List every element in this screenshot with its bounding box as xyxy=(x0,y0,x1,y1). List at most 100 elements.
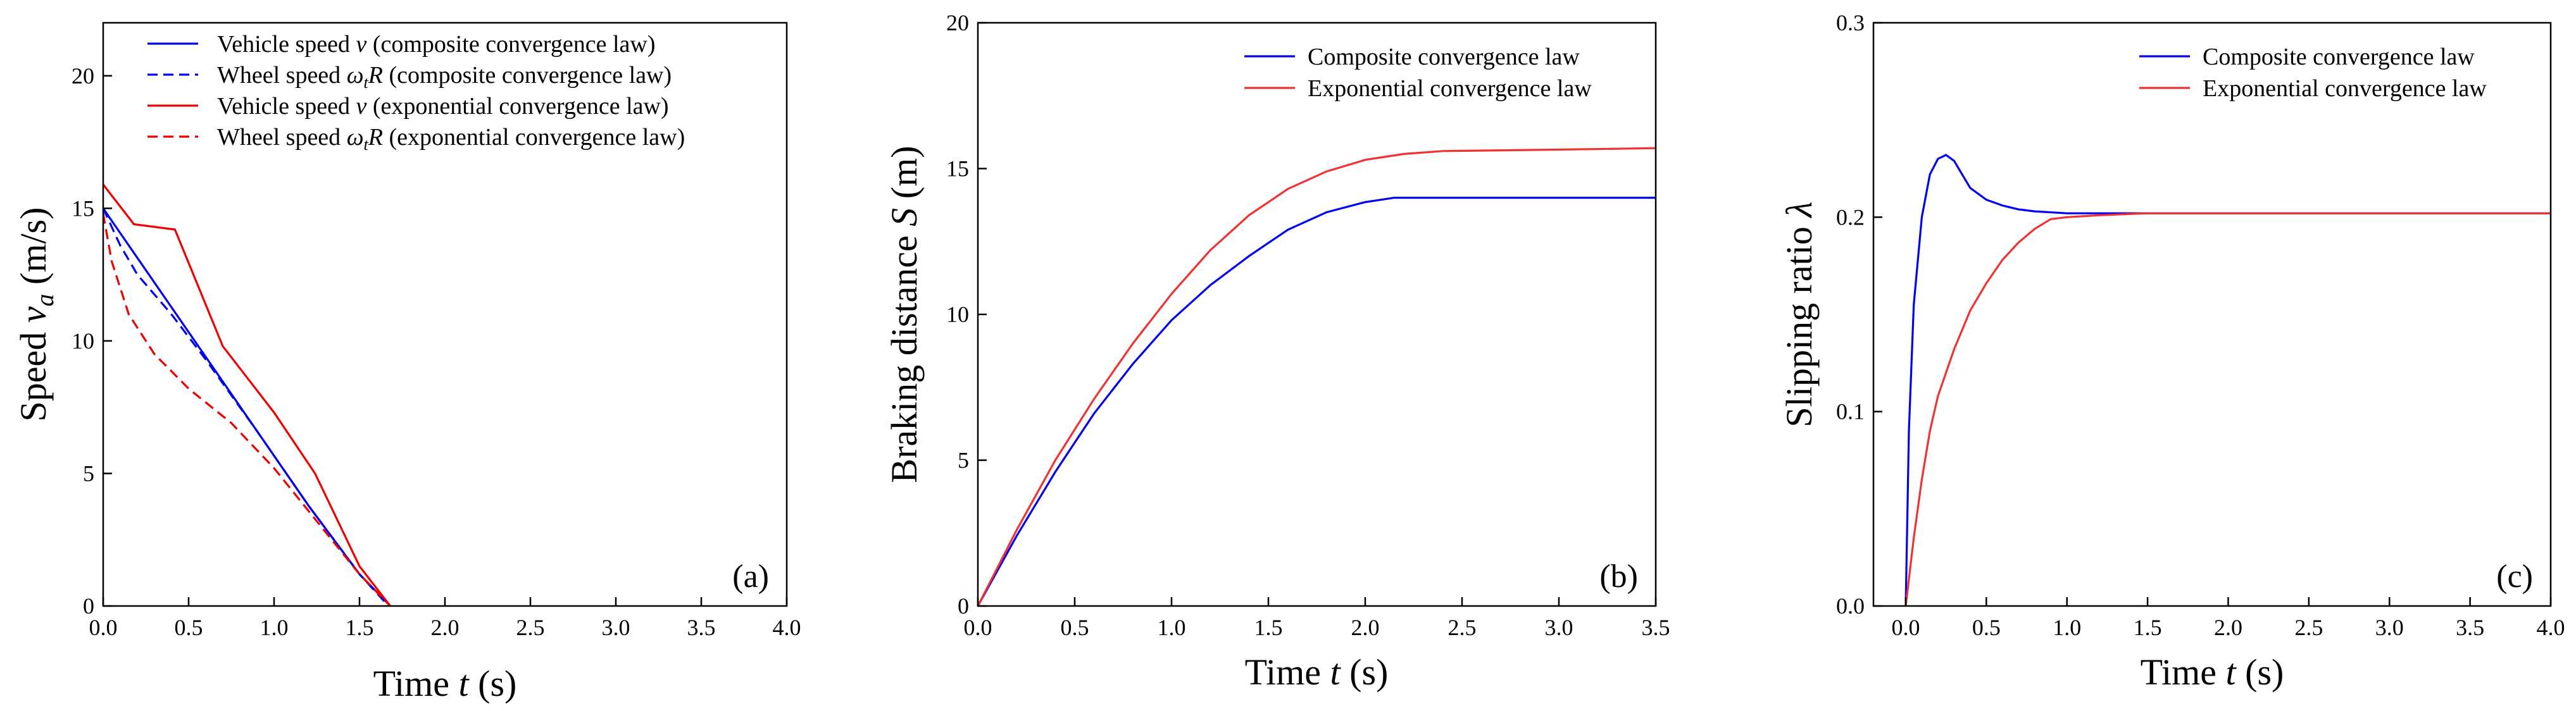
legend-text: (exponential convergence law) xyxy=(366,93,668,120)
legend-var: ω xyxy=(347,124,364,151)
x-axis-label: Time t (s) xyxy=(2141,652,2284,693)
x-tick-label: 4.0 xyxy=(773,615,801,640)
x-axis-label: Time t (s) xyxy=(1245,652,1389,693)
legend-label-4: Wheel speed ωtR (exponential convergence… xyxy=(217,124,685,154)
legend-text: Wheel speed xyxy=(217,124,347,151)
y-tick-label: 0.2 xyxy=(1836,204,1865,230)
legend-var: v xyxy=(356,93,366,120)
x-tick-label: 2.5 xyxy=(1448,615,1477,640)
y-axis-label: Braking distance S (m) xyxy=(884,145,925,483)
y-tick-label: 5 xyxy=(83,461,94,486)
series-line-3 xyxy=(103,183,391,606)
y-tick-label: 0 xyxy=(83,593,94,619)
y-tick-label: 20 xyxy=(946,10,969,35)
legend-text: (composite convergence law) xyxy=(383,62,672,89)
y-label-unit: (m/s) xyxy=(13,207,54,294)
y-tick-label: 10 xyxy=(72,328,94,354)
legend-var: v xyxy=(356,31,366,58)
x-tick-label: 3.0 xyxy=(602,615,630,640)
legend-sub: t xyxy=(364,73,369,92)
panel-c: 0.0 0.5 1.0 1.5 2.0 2.5 3.0 3.5 4.0 0.0 0.1 0.2 0.3 T… xyxy=(1779,10,2565,693)
y-tick-label: 15 xyxy=(946,156,969,182)
y-tick-label: 0.1 xyxy=(1836,399,1865,424)
x-tick-label: 3.5 xyxy=(687,615,716,640)
legend-label-3: Vehicle speed v (exponential convergence… xyxy=(217,93,669,120)
x-tick-label: 0.5 xyxy=(1972,615,2001,640)
x-tick-label: 1.0 xyxy=(2053,615,2081,640)
panel-label: (c) xyxy=(2496,559,2533,595)
x-tick-label: 0.0 xyxy=(964,615,992,640)
x-tick-label: 2.0 xyxy=(1351,615,1380,640)
legend-text: Wheel speed xyxy=(217,62,347,89)
legend-label-2: Wheel speed ωtR (composite convergence l… xyxy=(217,62,672,92)
x-label-word: Time xyxy=(2141,652,2226,693)
y-tick-label: 15 xyxy=(72,195,94,221)
x-tick-label: 2.0 xyxy=(431,615,460,640)
series-line-4 xyxy=(103,213,391,606)
legend-text: Vehicle speed xyxy=(217,31,356,58)
x-label-unit: (s) xyxy=(469,663,517,704)
legend-label-2: Exponential convergence law xyxy=(2203,75,2487,102)
x-tick-label: 2.5 xyxy=(516,615,545,640)
legend-label-2: Exponential convergence law xyxy=(1308,75,1592,102)
x-tick-label: 1.5 xyxy=(1254,615,1283,640)
legend-label-1: Composite convergence law xyxy=(1308,44,1580,70)
y-label-unit: (m) xyxy=(884,145,925,207)
y-label-word: Speed xyxy=(13,323,54,421)
x-label-word: Time xyxy=(373,663,459,704)
y-label-word: Slipping ratio xyxy=(1779,218,1820,428)
y-axis-label: Slipping ratio λ xyxy=(1779,201,1820,427)
x-label-word: Time xyxy=(1245,652,1330,693)
legend: Vehicle speed v (composite convergence l… xyxy=(147,31,685,154)
x-tick-label: 4.0 xyxy=(2537,615,2565,640)
y-tick-label: 10 xyxy=(946,302,969,327)
y-label-sub: a xyxy=(30,294,59,306)
legend-label-1: Composite convergence law xyxy=(2203,44,2475,70)
x-tick-label: 3.0 xyxy=(1545,615,1573,640)
x-label-unit: (s) xyxy=(1341,652,1389,693)
legend-sub: t xyxy=(364,135,369,154)
x-tick-label: 1.5 xyxy=(2134,615,2162,640)
plot-frame xyxy=(1872,22,2552,607)
series-line-2 xyxy=(1904,212,2551,606)
y-tick-label: 0.3 xyxy=(1836,10,1865,35)
legend: Composite convergence law Exponential con… xyxy=(2139,44,2487,102)
legend-text: (composite convergence law) xyxy=(366,31,655,58)
y-label-var: S xyxy=(884,208,925,226)
x-label-var: t xyxy=(459,663,470,704)
x-tick-label: 2.0 xyxy=(2214,615,2242,640)
y-axis-label: Speed va (m/s) xyxy=(13,207,59,422)
x-label-var: t xyxy=(1330,652,1342,693)
x-tick-label: 1.0 xyxy=(260,615,289,640)
panel-a: 0.0 0.5 1.0 1.5 2.0 2.5 3.0 3.5 4.0 0 5 10 15 20 Time … xyxy=(13,22,801,704)
x-tick-label: 3.0 xyxy=(2375,615,2404,640)
y-tick-label: 0.0 xyxy=(1836,593,1865,619)
series-line-1 xyxy=(1904,154,2551,606)
y-tick-label: 20 xyxy=(72,63,94,89)
x-tick-label: 3.5 xyxy=(1642,615,1670,640)
legend-text: (exponential convergence law) xyxy=(383,124,685,151)
y-label-var: λ xyxy=(1779,201,1820,218)
y-tick-label: 5 xyxy=(958,448,969,473)
series-line-1 xyxy=(103,207,391,606)
x-label-unit: (s) xyxy=(2236,652,2284,693)
x-tick-label: 3.5 xyxy=(2456,615,2484,640)
plot-frame xyxy=(977,22,1657,607)
legend-var: R xyxy=(368,62,383,89)
panel-label: (b) xyxy=(1599,559,1638,595)
x-tick-label: 1.0 xyxy=(1158,615,1186,640)
x-tick-label: 0.5 xyxy=(1061,615,1089,640)
x-tick-label: 1.5 xyxy=(346,615,374,640)
legend: Composite convergence law Exponential con… xyxy=(1244,44,1592,102)
x-label-var: t xyxy=(2226,652,2237,693)
series-line-2 xyxy=(978,147,1656,606)
y-label-var: v xyxy=(13,306,54,323)
x-tick-label: 2.5 xyxy=(2294,615,2323,640)
x-axis-label: Time t (s) xyxy=(373,663,517,704)
legend-var: ω xyxy=(347,62,364,89)
series-line-1 xyxy=(978,197,1656,606)
x-tick-label: 0.0 xyxy=(89,615,118,640)
legend-var: R xyxy=(368,124,383,151)
series-line-2 xyxy=(103,207,390,606)
